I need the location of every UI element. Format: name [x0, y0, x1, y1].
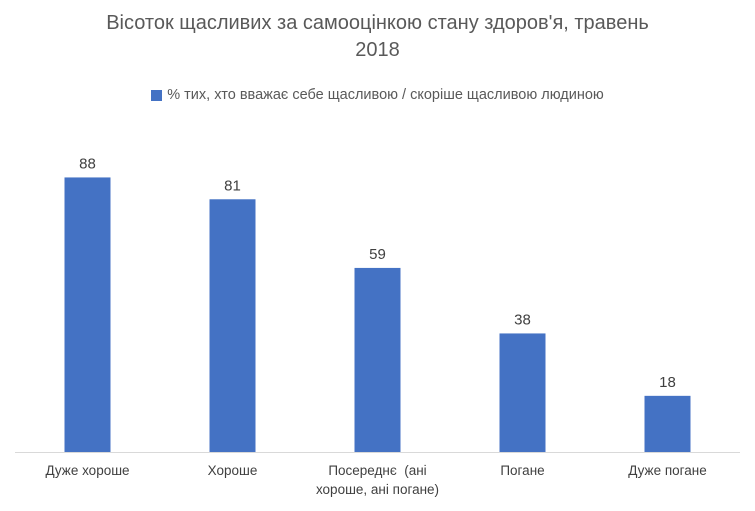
- category-label-5: Дуже погане: [628, 463, 707, 478]
- legend: % тих, хто вважає себе щасливою / скоріш…: [0, 87, 755, 103]
- category-label-1: Дуже хороше: [45, 463, 129, 478]
- chart-title-line-1: Вісоток щасливих за самооцінкою стану зд…: [106, 12, 649, 34]
- category-label-3-line-2: хороше, ані погане): [316, 482, 439, 497]
- legend-swatch: [151, 89, 163, 101]
- data-label-5: 18: [659, 374, 676, 391]
- bar-2: [209, 199, 256, 452]
- legend-label: % тих, хто вважає себе щасливою / скоріш…: [167, 87, 604, 103]
- bar-4: [499, 333, 546, 452]
- category-label-2: Хороше: [208, 463, 258, 478]
- data-label-2: 81: [224, 177, 241, 194]
- bar-3: [354, 267, 401, 452]
- category-label-4: Погане: [500, 463, 544, 478]
- chart-title: Вісоток щасливих за самооцінкою стану зд…: [0, 10, 755, 64]
- category-label-3-line-1: Посереднє (ані: [328, 463, 426, 478]
- data-label-3: 59: [369, 246, 386, 263]
- data-label-4: 38: [514, 311, 531, 328]
- data-label-1: 88: [79, 155, 96, 172]
- chart-title-line-2: 2018: [355, 39, 400, 61]
- bar-1: [64, 177, 111, 452]
- bar-5: [644, 395, 691, 452]
